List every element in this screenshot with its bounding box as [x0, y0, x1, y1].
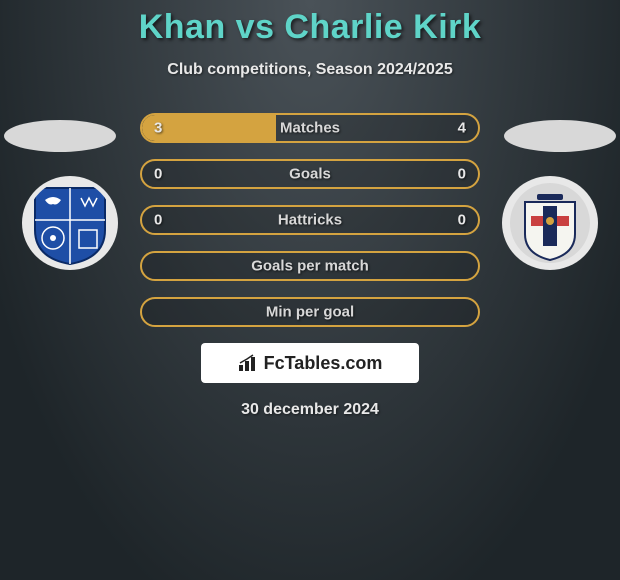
stat-label: Goals: [289, 166, 331, 183]
stat-label: Matches: [280, 120, 340, 137]
bar-chart-icon: [238, 354, 260, 372]
page-title: Khan vs Charlie Kirk: [0, 8, 620, 47]
club-shield-right-icon: [507, 180, 593, 266]
stat-right-value: 0: [458, 166, 466, 183]
player-badge-left: [4, 120, 116, 152]
club-badge-right: [502, 176, 598, 270]
stat-label: Goals per match: [251, 258, 369, 275]
stat-label: Hattricks: [278, 212, 342, 229]
stats-panel: 3 Matches 4 0 Goals 0 0 Hattricks 0 Goal…: [140, 113, 480, 327]
player-badge-right: [504, 120, 616, 152]
stat-row-goals: 0 Goals 0: [140, 159, 480, 189]
fctables-logo: FcTables.com: [201, 343, 419, 383]
stat-left-value: 0: [154, 212, 162, 229]
stat-row-matches: 3 Matches 4: [140, 113, 480, 143]
stat-row-gpm: Goals per match: [140, 251, 480, 281]
stat-row-hattricks: 0 Hattricks 0: [140, 205, 480, 235]
club-shield-left-icon: [27, 180, 113, 266]
subtitle: Club competitions, Season 2024/2025: [0, 61, 620, 79]
stat-right-value: 0: [458, 212, 466, 229]
stat-left-value: 0: [154, 166, 162, 183]
stat-right-value: 4: [458, 120, 466, 137]
club-badge-left: [22, 176, 118, 270]
stat-row-mpg: Min per goal: [140, 297, 480, 327]
logo-text: FcTables.com: [264, 353, 383, 374]
date-text: 30 december 2024: [0, 401, 620, 419]
stat-left-value: 3: [154, 120, 162, 137]
stat-label: Min per goal: [266, 304, 354, 321]
